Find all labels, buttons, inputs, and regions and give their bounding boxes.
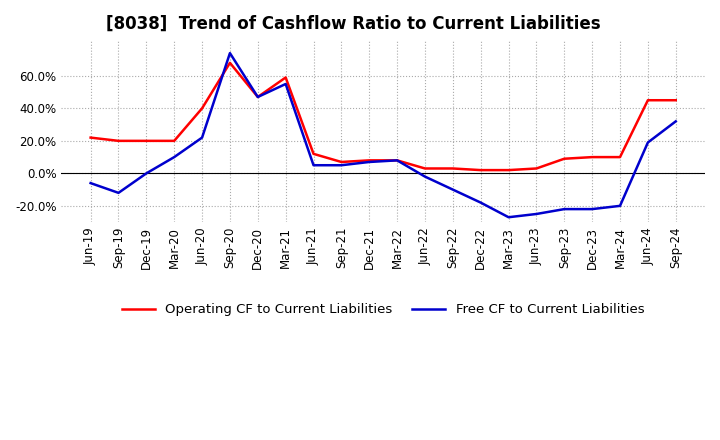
Free CF to Current Liabilities — [337, 163, 346, 168]
Operating CF to Current Liabilities — [477, 168, 485, 173]
Operating CF to Current Liabilities — [337, 159, 346, 165]
Free CF to Current Liabilities — [532, 211, 541, 216]
Operating CF to Current Liabilities — [532, 166, 541, 171]
Free CF to Current Liabilities — [365, 159, 374, 165]
Free CF to Current Liabilities — [420, 174, 429, 179]
Free CF to Current Liabilities — [672, 119, 680, 124]
Operating CF to Current Liabilities — [114, 138, 123, 143]
Free CF to Current Liabilities — [560, 206, 569, 212]
Operating CF to Current Liabilities — [449, 166, 457, 171]
Operating CF to Current Liabilities — [672, 98, 680, 103]
Free CF to Current Liabilities — [142, 171, 150, 176]
Operating CF to Current Liabilities — [616, 154, 624, 160]
Operating CF to Current Liabilities — [86, 135, 95, 140]
Operating CF to Current Liabilities — [198, 106, 207, 111]
Free CF to Current Liabilities — [616, 203, 624, 209]
Operating CF to Current Liabilities — [170, 138, 179, 143]
Free CF to Current Liabilities — [114, 190, 123, 195]
Operating CF to Current Liabilities — [282, 75, 290, 80]
Operating CF to Current Liabilities — [420, 166, 429, 171]
Legend: Operating CF to Current Liabilities, Free CF to Current Liabilities: Operating CF to Current Liabilities, Fre… — [117, 298, 650, 321]
Line: Operating CF to Current Liabilities: Operating CF to Current Liabilities — [91, 63, 676, 170]
Free CF to Current Liabilities — [477, 200, 485, 205]
Operating CF to Current Liabilities — [644, 98, 652, 103]
Operating CF to Current Liabilities — [365, 158, 374, 163]
Operating CF to Current Liabilities — [588, 154, 596, 160]
Operating CF to Current Liabilities — [560, 156, 569, 161]
Free CF to Current Liabilities — [225, 51, 234, 56]
Free CF to Current Liabilities — [449, 187, 457, 192]
Free CF to Current Liabilities — [198, 135, 207, 140]
Line: Free CF to Current Liabilities: Free CF to Current Liabilities — [91, 53, 676, 217]
Free CF to Current Liabilities — [588, 206, 596, 212]
Free CF to Current Liabilities — [282, 81, 290, 87]
Free CF to Current Liabilities — [644, 140, 652, 145]
Operating CF to Current Liabilities — [142, 138, 150, 143]
Free CF to Current Liabilities — [393, 158, 402, 163]
Operating CF to Current Liabilities — [504, 168, 513, 173]
Operating CF to Current Liabilities — [393, 158, 402, 163]
Free CF to Current Liabilities — [309, 163, 318, 168]
Operating CF to Current Liabilities — [225, 60, 234, 66]
Operating CF to Current Liabilities — [253, 94, 262, 99]
Operating CF to Current Liabilities — [309, 151, 318, 157]
Free CF to Current Liabilities — [170, 154, 179, 160]
Text: [8038]  Trend of Cashflow Ratio to Current Liabilities: [8038] Trend of Cashflow Ratio to Curren… — [107, 15, 601, 33]
Free CF to Current Liabilities — [86, 180, 95, 186]
Free CF to Current Liabilities — [504, 215, 513, 220]
Free CF to Current Liabilities — [253, 94, 262, 99]
